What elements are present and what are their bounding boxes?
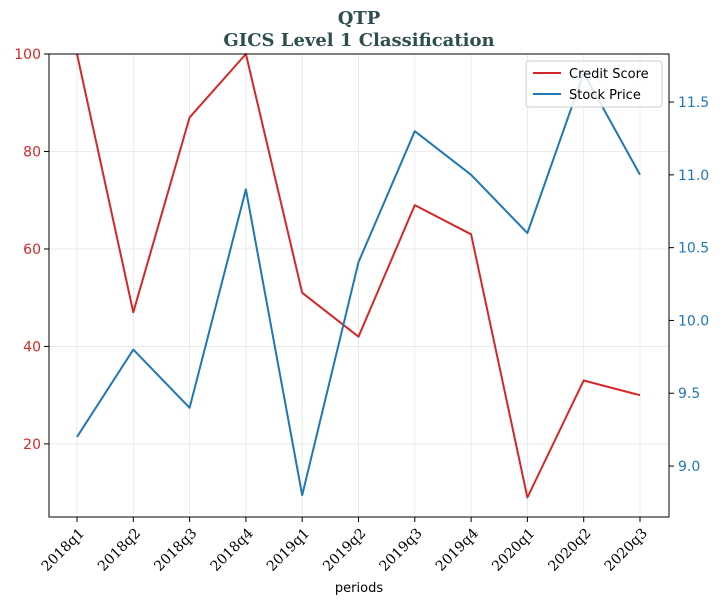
left-tick-label: 40: [23, 339, 41, 355]
right-tick-label: 11.5: [678, 95, 709, 111]
legend-label-stock-price: Stock Price: [569, 88, 641, 103]
legend-label-credit-score: Credit Score: [569, 67, 649, 82]
x-tick-label: 2019q3: [376, 526, 425, 575]
chart-subtitle: GICS Level 1 Classification: [223, 30, 494, 51]
left-tick-label: 100: [14, 47, 41, 63]
x-tick-label: 2018q4: [208, 525, 257, 574]
x-tick-label: 2020q1: [489, 526, 538, 575]
left-axis: 20 40 60 80 100: [14, 47, 49, 453]
chart-title: QTP: [338, 8, 381, 29]
x-axis-label: periods: [335, 581, 383, 596]
x-tick-label: 2020q2: [545, 526, 594, 575]
x-tick-label: 2020q3: [602, 526, 651, 575]
left-tick-label: 80: [23, 144, 41, 160]
x-tick-label: 2018q2: [95, 526, 144, 575]
left-tick-label: 60: [23, 242, 41, 258]
series-line-credit-score: [76, 53, 641, 499]
x-tick-label: 2019q1: [264, 526, 313, 575]
x-tick-label: 2018q1: [39, 526, 88, 575]
legend: Credit Score Stock Price: [525, 60, 663, 108]
right-tick-label: 10.5: [678, 241, 709, 257]
grid: [49, 53, 669, 517]
right-axis: 9.0 9.5 10.0 10.5 11.0 11.5: [669, 95, 709, 475]
right-tick-label: 9.0: [678, 459, 700, 475]
x-axis: 2018q1 2018q2 2018q3 2018q4 2019q1 2019q2 2019…: [39, 517, 651, 575]
x-tick-label: 2019q2: [320, 526, 369, 575]
right-tick-label: 10.0: [678, 313, 709, 329]
series-line-stock-price: [76, 71, 641, 497]
right-tick-label: 11.0: [678, 168, 709, 184]
x-tick-label: 2019q4: [433, 525, 482, 574]
series-layer: [76, 53, 641, 499]
right-tick-label: 9.5: [678, 386, 700, 402]
x-tick-label: 2018q3: [151, 526, 200, 575]
left-tick-label: 20: [23, 437, 41, 453]
